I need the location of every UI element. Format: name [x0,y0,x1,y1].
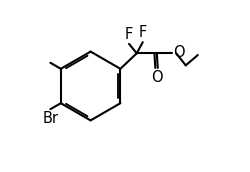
Text: F: F [139,25,147,40]
Text: Br: Br [42,111,58,126]
Text: O: O [151,70,162,85]
Text: O: O [173,45,184,60]
Text: F: F [125,27,133,42]
